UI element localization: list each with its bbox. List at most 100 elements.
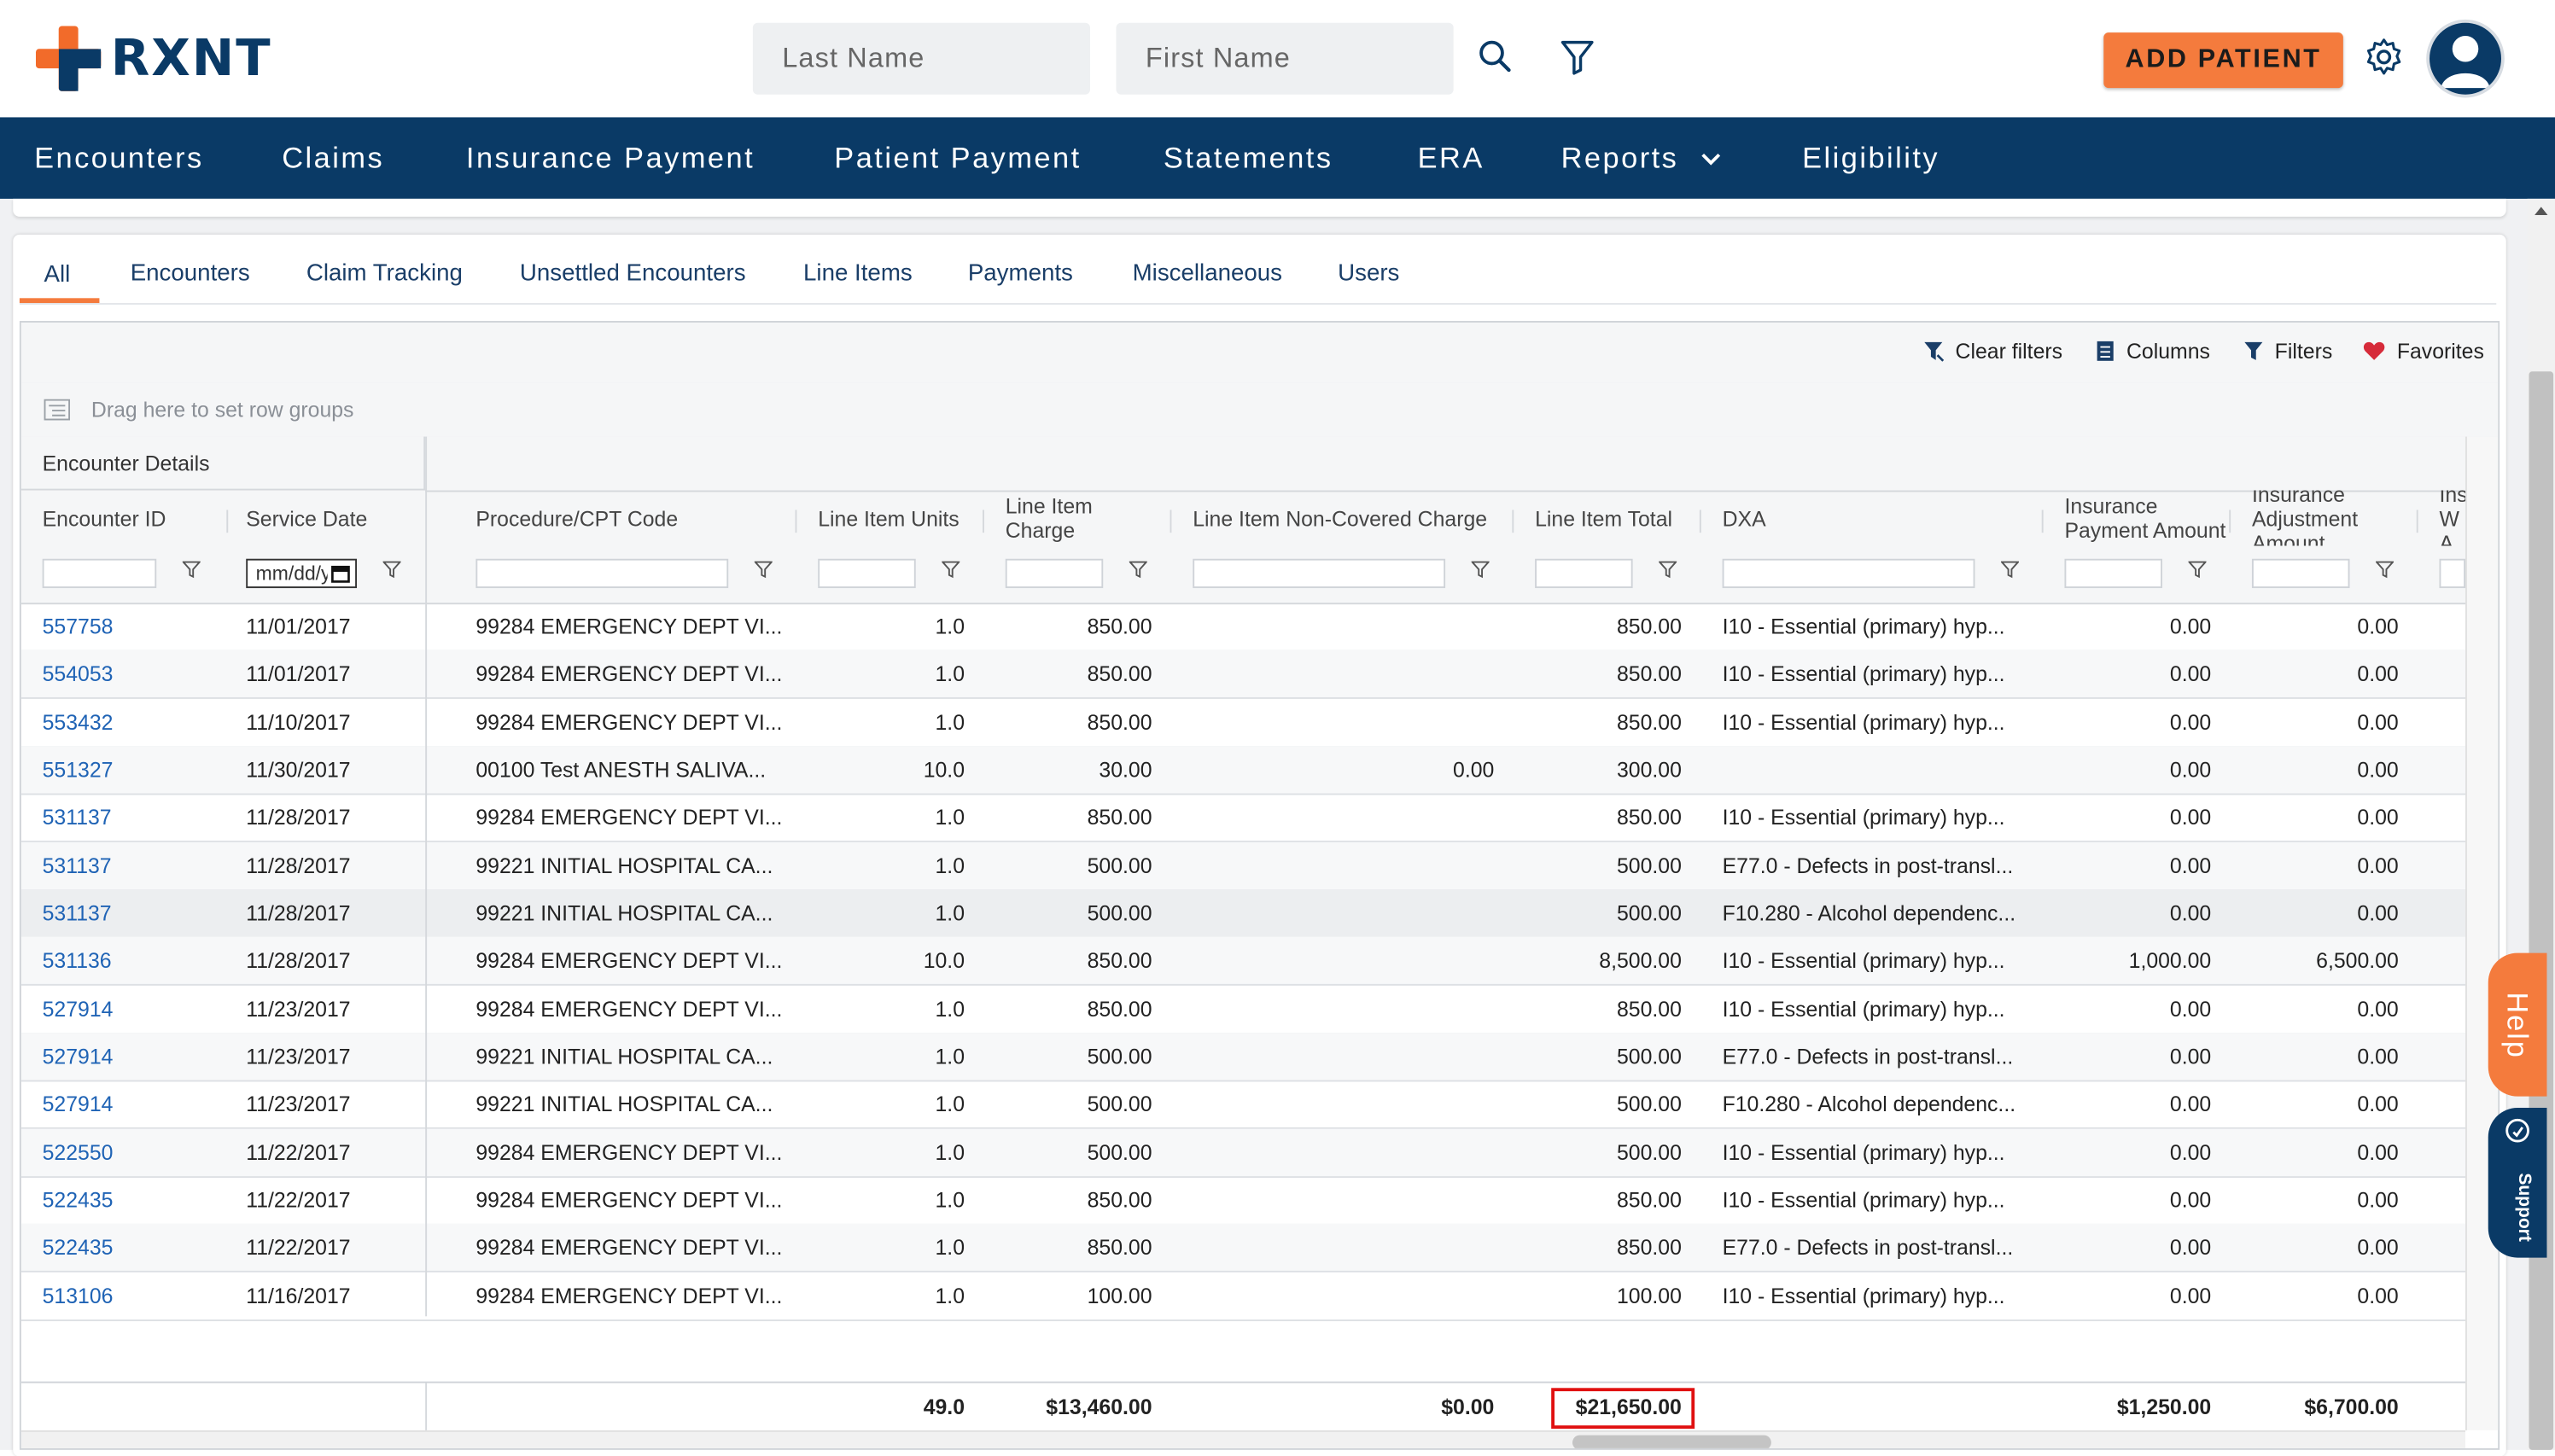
- nav-claims[interactable]: Claims: [282, 142, 385, 175]
- cell-encounter-id[interactable]: 531137: [42, 853, 112, 878]
- col-separator[interactable]: [1170, 510, 1172, 533]
- nav-reports[interactable]: Reports: [1561, 117, 1721, 198]
- table-row[interactable]: 551327 11/30/2017 00100 Test ANESTH SALIVA…: [20, 746, 2466, 795]
- table-row[interactable]: 522550 11/22/2017 99284 EMERGENCY DEPT VI.…: [20, 1128, 2466, 1178]
- table-row[interactable]: 527914 11/23/2017 99284 EMERGENCY DEPT VI.…: [20, 985, 2466, 1034]
- table-row[interactable]: 553432 11/10/2017 99284 EMERGENCY DEPT VI.…: [20, 698, 2466, 748]
- column-filter-icon[interactable]: [942, 561, 960, 579]
- nav-era[interactable]: ERA: [1417, 142, 1485, 175]
- table-row[interactable]: 527914 11/23/2017 99221 INITIAL HOSPITAL C…: [20, 1033, 2466, 1082]
- col-header-dxa[interactable]: DXA: [1722, 505, 1766, 531]
- nav-encounters[interactable]: Encounters: [34, 142, 204, 175]
- add-patient-button[interactable]: ADD PATIENT: [2103, 32, 2343, 89]
- filter-service-date[interactable]: mm/dd/yyyy: [246, 558, 358, 589]
- filter-units[interactable]: [818, 558, 916, 589]
- gear-icon[interactable]: [2363, 36, 2406, 79]
- cell-encounter-id[interactable]: 553432: [42, 709, 114, 735]
- grid-vertical-scrollbar[interactable]: [2465, 436, 2499, 1430]
- filter-encounter-id[interactable]: [42, 558, 157, 589]
- tab-encounters[interactable]: Encounters: [130, 260, 250, 287]
- cell-encounter-id[interactable]: 551327: [42, 757, 114, 783]
- nav-patient-payment[interactable]: Patient Payment: [834, 142, 1082, 175]
- col-separator[interactable]: [2229, 510, 2231, 533]
- tab-miscellaneous[interactable]: Miscellaneous: [1132, 260, 1283, 287]
- cell-encounter-id[interactable]: 522435: [42, 1235, 114, 1261]
- column-filter-icon[interactable]: [382, 561, 401, 579]
- filter-ins-payment[interactable]: [2064, 558, 2162, 589]
- col-separator[interactable]: [2041, 510, 2044, 533]
- table-row[interactable]: 531137 11/28/2017 99284 EMERGENCY DEPT VI.…: [20, 794, 2466, 843]
- filter-dxa[interactable]: [1722, 558, 1975, 589]
- col-header-procedure[interactable]: Procedure/CPT Code: [475, 505, 679, 531]
- cell-encounter-id[interactable]: 513106: [42, 1283, 114, 1308]
- filter-ins-adjustment[interactable]: [2251, 558, 2350, 589]
- col-header-ins-adjustment[interactable]: Insurance Adjustment Amount: [2251, 490, 2359, 546]
- column-filter-icon[interactable]: [2376, 561, 2395, 579]
- filter-procedure[interactable]: [475, 558, 729, 589]
- column-filter-icon[interactable]: [754, 561, 773, 579]
- favorites-button[interactable]: Favorites: [2363, 339, 2484, 364]
- column-filter-icon[interactable]: [182, 561, 201, 579]
- col-separator[interactable]: [983, 510, 984, 533]
- first-name-input[interactable]: First Name: [1116, 22, 1454, 95]
- tab-users[interactable]: Users: [1338, 260, 1400, 287]
- table-row[interactable]: 522435 11/22/2017 99284 EMERGENCY DEPT VI.…: [20, 1176, 2466, 1226]
- search-icon[interactable]: [1474, 36, 1517, 79]
- column-filter-icon[interactable]: [1129, 561, 1147, 579]
- user-avatar-icon[interactable]: [2426, 19, 2505, 98]
- tab-line-items[interactable]: Line Items: [803, 260, 913, 287]
- col-header-ins-payment[interactable]: Insurance Payment Amount: [2064, 493, 2226, 543]
- column-filter-icon[interactable]: [1471, 561, 1490, 579]
- col-header-total[interactable]: Line Item Total: [1535, 505, 1673, 531]
- table-row[interactable]: 527914 11/23/2017 99221 INITIAL HOSPITAL C…: [20, 1080, 2466, 1130]
- cell-encounter-id[interactable]: 554053: [42, 661, 114, 687]
- cell-encounter-id[interactable]: 531136: [42, 948, 112, 974]
- help-widget[interactable]: Help: [2488, 952, 2547, 1097]
- col-header-service-date[interactable]: Service Date: [246, 505, 368, 531]
- table-row[interactable]: 513106 11/16/2017 99284 EMERGENCY DEPT VI.…: [20, 1272, 2466, 1321]
- clear-filters-button[interactable]: Clear filters: [1922, 339, 2062, 364]
- col-header-noncovered[interactable]: Line Item Non-Covered Charge: [1193, 505, 1488, 531]
- filters-button[interactable]: Filters: [2243, 339, 2332, 364]
- filter-icon[interactable]: [1556, 36, 1599, 79]
- tab-all[interactable]: All: [44, 262, 71, 288]
- filter-ins-w[interactable]: [2439, 558, 2466, 589]
- filter-charge[interactable]: [1005, 558, 1104, 589]
- cell-encounter-id[interactable]: 527914: [42, 1044, 114, 1069]
- cell-encounter-id[interactable]: 522550: [42, 1139, 114, 1165]
- cell-encounter-id[interactable]: 531137: [42, 900, 112, 926]
- tab-claim-tracking[interactable]: Claim Tracking: [306, 260, 463, 287]
- table-row[interactable]: 531137 11/28/2017 99221 INITIAL HOSPITAL C…: [20, 889, 2466, 939]
- columns-button[interactable]: Columns: [2096, 339, 2210, 364]
- filter-total[interactable]: [1535, 558, 1633, 589]
- col-header-encounter-id[interactable]: Encounter ID: [42, 505, 166, 531]
- cell-encounter-id[interactable]: 527914: [42, 1092, 114, 1117]
- horizontal-scrollbar[interactable]: [20, 1430, 2466, 1448]
- col-header-ins-w[interactable]: Ins W A: [2439, 490, 2466, 546]
- nav-eligibility[interactable]: Eligibility: [1802, 142, 1940, 175]
- col-separator[interactable]: [2416, 510, 2418, 533]
- nav-insurance-payment[interactable]: Insurance Payment: [465, 142, 755, 175]
- cell-encounter-id[interactable]: 527914: [42, 996, 114, 1022]
- table-row[interactable]: 554053 11/01/2017 99284 EMERGENCY DEPT VI.…: [20, 650, 2466, 700]
- col-header-charge[interactable]: Line Item Charge: [1005, 493, 1093, 543]
- col-separator[interactable]: [1512, 510, 1514, 533]
- cell-encounter-id[interactable]: 522435: [42, 1187, 114, 1213]
- support-widget[interactable]: Support: [2488, 1107, 2547, 1258]
- column-filter-icon[interactable]: [2001, 561, 2020, 579]
- filter-noncovered[interactable]: [1193, 558, 1446, 589]
- horizontal-scroll-thumb[interactable]: [1572, 1435, 1771, 1448]
- tab-payments[interactable]: Payments: [967, 260, 1073, 287]
- last-name-input[interactable]: Last Name: [752, 22, 1090, 95]
- table-row[interactable]: 522435 11/22/2017 99284 EMERGENCY DEPT VI.…: [20, 1224, 2466, 1273]
- col-header-units[interactable]: Line Item Units: [818, 505, 960, 531]
- page-scroll-thumb[interactable]: [2529, 371, 2554, 1450]
- row-group-drop-zone[interactable]: Drag here to set row groups: [20, 382, 2499, 439]
- column-filter-icon[interactable]: [1659, 561, 1677, 579]
- table-row[interactable]: 531136 11/28/2017 99284 EMERGENCY DEPT VI.…: [20, 937, 2466, 987]
- cell-encounter-id[interactable]: 557758: [42, 614, 114, 639]
- col-separator[interactable]: [1699, 510, 1701, 533]
- cell-encounter-id[interactable]: 531137: [42, 805, 112, 830]
- scroll-up-arrow-icon[interactable]: [2534, 206, 2548, 217]
- table-row[interactable]: 531137 11/28/2017 99221 INITIAL HOSPITAL C…: [20, 842, 2466, 891]
